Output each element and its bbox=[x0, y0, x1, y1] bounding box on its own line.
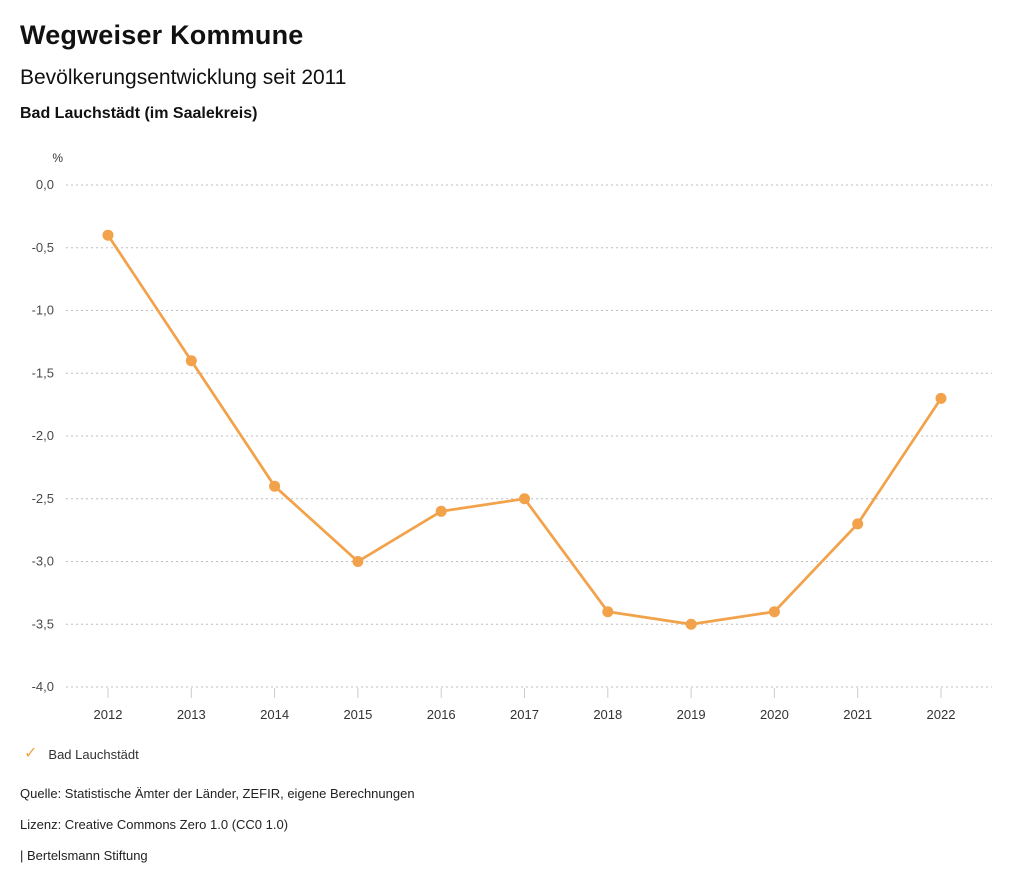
x-tick-label: 2021 bbox=[843, 707, 872, 722]
data-point[interactable] bbox=[519, 493, 530, 505]
brand-text: | Bertelsmann Stiftung bbox=[20, 848, 148, 863]
x-tick-label: 2019 bbox=[677, 707, 706, 722]
y-tick-label: -3,5 bbox=[32, 616, 54, 631]
x-tick-label: 2013 bbox=[177, 707, 206, 722]
y-tick-label: -1,5 bbox=[32, 365, 54, 380]
x-tick-label: 2016 bbox=[427, 707, 456, 722]
source-text: Quelle: Statistische Ämter der Länder, Z… bbox=[20, 786, 415, 801]
line-chart-svg: % 0,0 -0,5 -1,0 -1,5 -2,0 -2,5 -3,0 -3,5 -4,0 2012… bbox=[32, 151, 992, 722]
x-tick-label: 2017 bbox=[510, 707, 539, 722]
data-point[interactable] bbox=[852, 518, 864, 530]
page-title: Wegweiser Kommune bbox=[20, 20, 304, 50]
x-tick-label: 2015 bbox=[343, 707, 372, 722]
legend-item-label[interactable]: Bad Lauchstädt bbox=[48, 746, 139, 762]
y-tick-label: -0,5 bbox=[32, 240, 54, 255]
region-title: Bad Lauchstädt (im Saalekreis) bbox=[20, 105, 258, 122]
data-point[interactable] bbox=[269, 480, 281, 492]
data-point[interactable] bbox=[185, 355, 197, 367]
x-tick-label: 2022 bbox=[927, 707, 956, 722]
license-text: Lizenz: Creative Commons Zero 1.0 (CC0 1… bbox=[20, 817, 289, 832]
series-line bbox=[106, 233, 943, 626]
y-axis-unit-label: % bbox=[52, 151, 63, 165]
data-point[interactable] bbox=[435, 505, 447, 517]
line-chart: % 0,0 -0,5 -1,0 -1,5 -2,0 -2,5 -3,0 -3,5 -4,0 2012… bbox=[0, 140, 1024, 740]
check-icon[interactable]: ✓ bbox=[24, 745, 38, 762]
x-tick-label: 2014 bbox=[260, 707, 289, 722]
y-tick-label: -2,5 bbox=[32, 491, 54, 506]
data-point[interactable] bbox=[935, 392, 947, 404]
y-tick-label: 0,0 bbox=[36, 177, 54, 192]
legend: ✓ Bad Lauchstädt bbox=[24, 745, 139, 763]
data-point[interactable] bbox=[685, 618, 697, 630]
data-point[interactable] bbox=[768, 606, 780, 618]
y-tick-label: -2,0 bbox=[32, 428, 54, 443]
y-tick-label: -4,0 bbox=[32, 679, 54, 694]
x-tick-label: 2018 bbox=[593, 707, 622, 722]
page-subtitle: Bevölkerungsentwicklung seit 2011 bbox=[20, 66, 347, 89]
data-point[interactable] bbox=[352, 556, 364, 567]
data-point[interactable] bbox=[102, 229, 114, 241]
x-tick-label: 2012 bbox=[94, 707, 123, 722]
x-tick-label: 2020 bbox=[760, 707, 789, 722]
data-point[interactable] bbox=[602, 606, 614, 618]
y-tick-label: -3,0 bbox=[32, 554, 54, 569]
y-tick-label: -1,0 bbox=[32, 303, 54, 318]
